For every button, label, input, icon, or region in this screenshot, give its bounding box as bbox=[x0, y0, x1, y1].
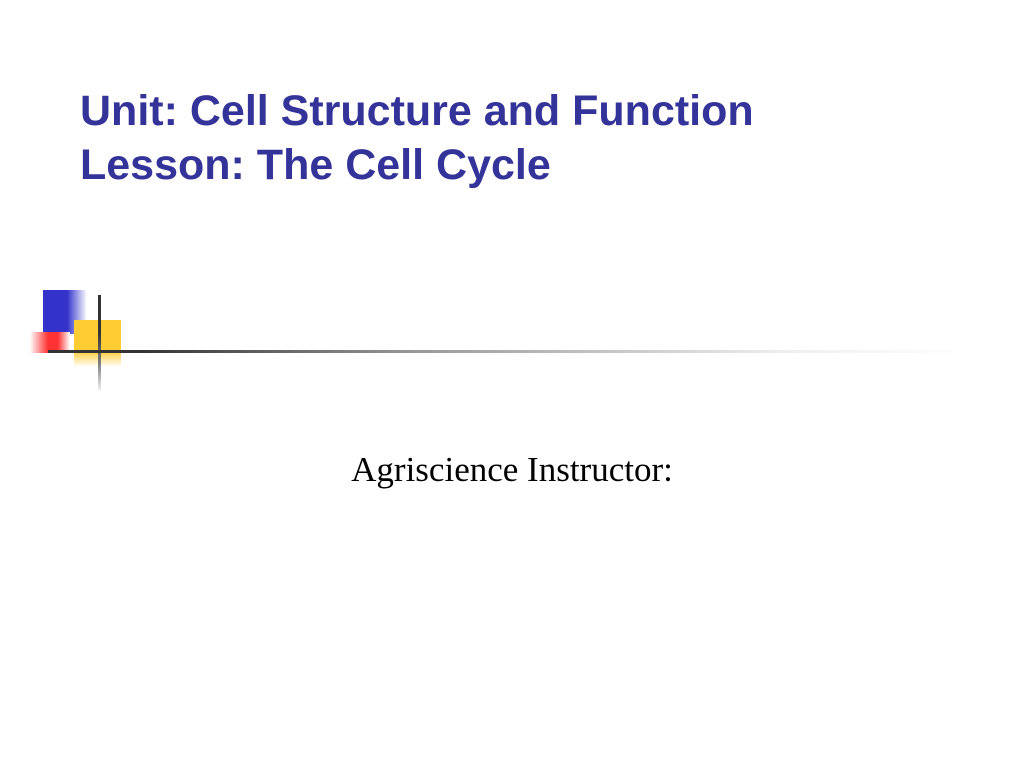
divider-horizontal bbox=[48, 350, 968, 353]
body-text-block: Agriscience Instructor: bbox=[0, 450, 1024, 490]
instructor-label: Agriscience Instructor: bbox=[0, 450, 1024, 490]
slide-title-line1: Unit: Cell Structure and Function bbox=[80, 85, 964, 139]
divider-vertical bbox=[98, 295, 101, 390]
slide-title-line2: Lesson: The Cell Cycle bbox=[80, 139, 964, 193]
title-block: Unit: Cell Structure and Function Lesson… bbox=[80, 85, 964, 193]
presentation-slide: Unit: Cell Structure and Function Lesson… bbox=[0, 0, 1024, 768]
